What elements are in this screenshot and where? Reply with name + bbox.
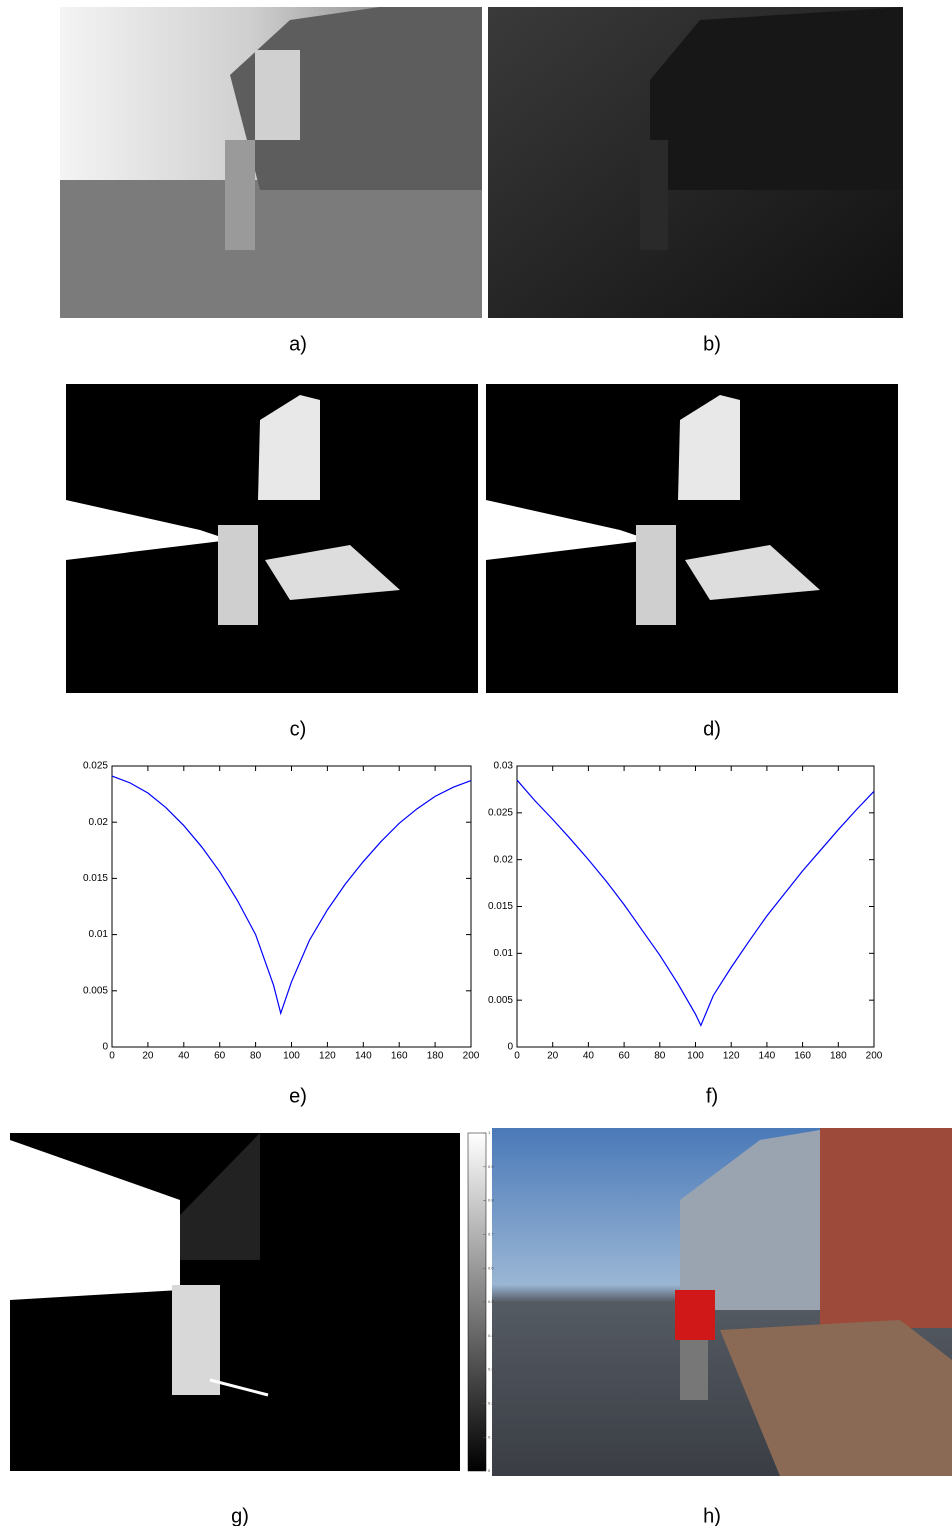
panel-caption: g) <box>231 1505 249 1526</box>
colorbar-tick-label: 0.4 <box>488 1333 494 1338</box>
colorbar-tick-label: 0.1 <box>488 1434 494 1439</box>
plot-frame <box>517 766 874 1047</box>
colorbar-tick-label: 0.2 <box>488 1400 494 1405</box>
colorbar-tick-label: 0.3 <box>488 1367 494 1372</box>
y-tick-label: 0.01 <box>494 948 514 959</box>
y-tick-label: 0.025 <box>488 807 513 818</box>
x-tick-label: 140 <box>355 1051 372 1062</box>
x-tick-label: 200 <box>866 1051 883 1062</box>
colorbar-tick-label: 0 <box>488 1468 491 1473</box>
colorbar-tick-label: 0.5 <box>488 1299 494 1304</box>
y-tick-label: 0.005 <box>488 995 513 1006</box>
photo-d <box>486 384 898 693</box>
x-tick-label: 0 <box>109 1051 115 1062</box>
photo-g <box>10 1133 486 1471</box>
photo-a <box>60 7 482 318</box>
x-tick-label: 60 <box>619 1051 631 1062</box>
y-tick-label: 0.015 <box>83 873 108 884</box>
x-tick-label: 120 <box>723 1051 740 1062</box>
y-tick-label: 0.02 <box>494 854 514 865</box>
x-tick-label: 100 <box>687 1051 704 1062</box>
x-tick-label: 20 <box>547 1051 559 1062</box>
panel-caption: h) <box>703 1505 721 1526</box>
colorbar-tick-label: 0.7 <box>488 1231 494 1236</box>
x-tick-label: 140 <box>759 1051 776 1062</box>
line-series <box>112 776 471 1013</box>
y-tick-label: 0.01 <box>89 929 109 940</box>
colorbar-tick-label: 0.9 <box>488 1164 494 1169</box>
x-tick-label: 40 <box>583 1051 595 1062</box>
line-series <box>517 780 874 1025</box>
x-tick-label: 160 <box>794 1051 811 1062</box>
colorbar-tick-label: 1 <box>488 1130 491 1135</box>
x-tick-label: 160 <box>391 1051 408 1062</box>
panel-caption: b) <box>703 333 721 355</box>
x-tick-label: 0 <box>514 1051 520 1062</box>
y-tick-label: 0.005 <box>83 985 108 996</box>
x-tick-label: 120 <box>319 1051 336 1062</box>
figure: a) b) c) d) e) f) g) h) 0 0.005 0.01 0.015 0.02 0.025… <box>0 0 952 1526</box>
panel-caption: f) <box>706 1085 718 1107</box>
y-tick-label: 0.02 <box>89 817 109 828</box>
x-tick-label: 200 <box>463 1051 480 1062</box>
x-tick-label: 100 <box>283 1051 300 1062</box>
panel-caption: e) <box>289 1085 307 1107</box>
x-tick-label: 20 <box>142 1051 154 1062</box>
x-tick-label: 180 <box>830 1051 847 1062</box>
panel-caption: d) <box>703 718 721 740</box>
panel-caption: c) <box>290 718 307 740</box>
x-tick-label: 80 <box>654 1051 666 1062</box>
colorbar-tick-label: 0.6 <box>488 1265 494 1270</box>
colorbar-tick-label: 0.8 <box>488 1198 494 1203</box>
y-tick-label: 0.025 <box>83 761 108 772</box>
y-tick-label: 0 <box>507 1042 513 1053</box>
panel-caption: a) <box>289 333 307 355</box>
photo-b <box>488 7 903 318</box>
y-tick-label: 0.03 <box>494 761 514 772</box>
photo-c <box>66 384 478 693</box>
page: a) b) c) d) e) f) g) h) 0 0.005 0.01 0.015 0.02 0.025… <box>0 0 952 1526</box>
x-tick-label: 180 <box>427 1051 444 1062</box>
x-tick-label: 80 <box>250 1051 262 1062</box>
y-tick-label: 0 <box>102 1042 108 1053</box>
y-tick-label: 0.015 <box>488 901 513 912</box>
photo-h <box>492 1128 952 1476</box>
x-tick-label: 40 <box>178 1051 190 1062</box>
x-tick-label: 60 <box>214 1051 226 1062</box>
